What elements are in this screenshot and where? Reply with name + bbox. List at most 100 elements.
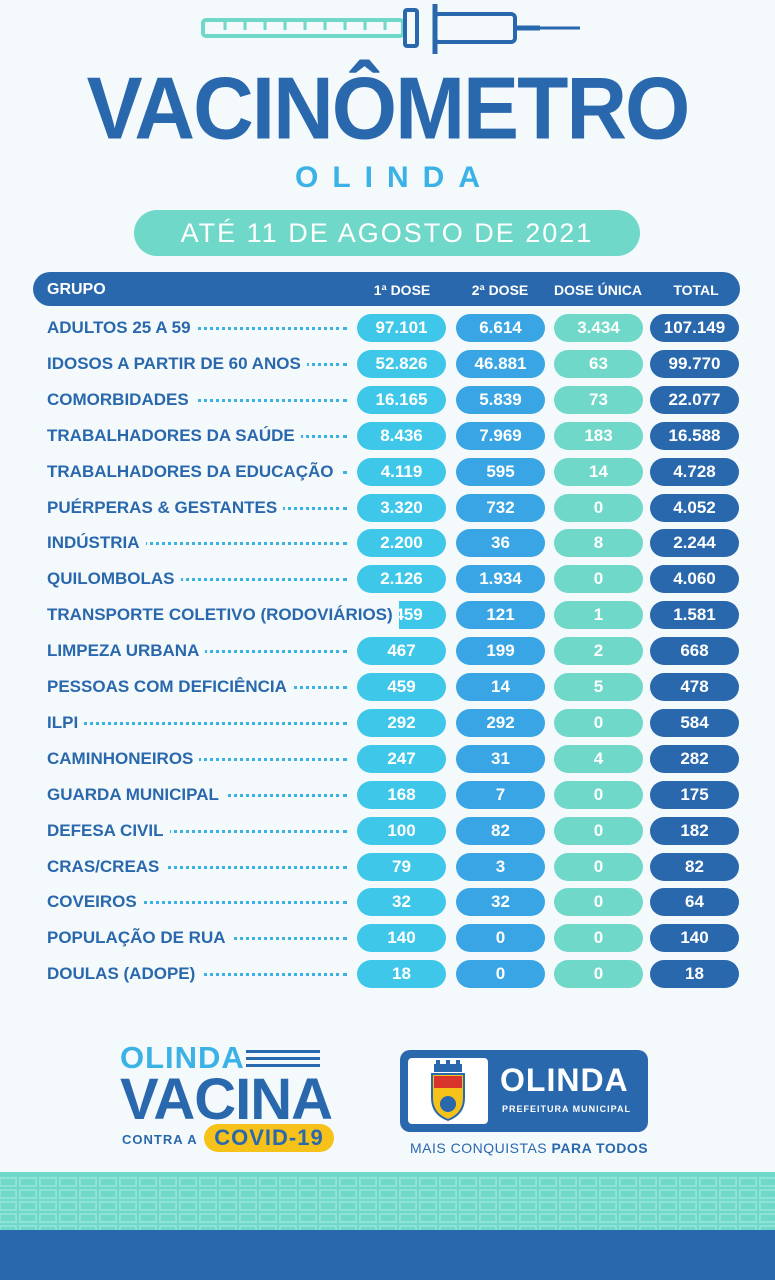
row-group-label: CRAS/CREAS	[47, 848, 166, 885]
cell-dose2: 3	[456, 852, 545, 881]
cell-dose2: 7	[456, 780, 545, 809]
cell-dose-unica: 8	[554, 529, 643, 558]
cell-total: 107.149	[650, 314, 739, 342]
cell-dose-unica: 73	[554, 385, 643, 414]
dotted-leader	[47, 542, 347, 546]
cell-total: 182	[650, 816, 739, 845]
cell-dose2: 32	[456, 888, 545, 917]
cell-dose1: 2.126	[357, 565, 446, 594]
table-row: TRABALHADORES DA EDUCAÇÃO 4.119 595 14 4.728	[0, 453, 775, 490]
cell-dose-unica: 5	[554, 673, 643, 701]
cell-dose2: 732	[456, 493, 545, 522]
cell-dose1: 52.826	[357, 349, 446, 378]
cell-dose1: 18	[357, 960, 446, 989]
cell-dose2: 292	[456, 708, 545, 737]
table-row: COMORBIDADES 16.165 5.839 73 22.077	[0, 381, 775, 418]
table-row: QUILOMBOLAS 2.126 1.934 0 4.060	[0, 561, 775, 598]
cell-dose1: 97.101	[357, 314, 446, 342]
cell-dose-unica: 1	[554, 601, 643, 630]
cell-dose1: 4.119	[357, 457, 446, 486]
prefeitura-logo-box: OLINDA PREFEITURA MUNICIPAL	[400, 1050, 648, 1132]
row-group-label: IDOSOS A PARTIR DE 60 ANOS	[47, 345, 307, 382]
cell-total: 2.244	[650, 529, 739, 558]
prefeitura-tagline: PREFEITURA MUNICIPAL	[502, 1104, 631, 1114]
footer-bar	[0, 1230, 775, 1280]
cell-dose2: 0	[456, 924, 545, 953]
column-header-group: GRUPO	[47, 281, 106, 298]
dotted-leader	[47, 327, 347, 330]
logo-stripes	[246, 1050, 320, 1067]
olinda-vacina-logo: OLINDA VACINA CONTRA A COVID-19	[120, 1040, 350, 1160]
syringe-icon	[201, 4, 580, 54]
cell-dose1: 247	[357, 744, 446, 773]
row-group-label: QUILOMBOLAS	[47, 561, 181, 598]
cell-dose2: 121	[456, 601, 545, 630]
table-row: COVEIROS 32 32 0 64	[0, 884, 775, 921]
cell-dose-unica: 0	[554, 780, 643, 809]
column-header-dose1: 1ª DOSE	[373, 282, 431, 298]
row-group-label: TRABALHADORES DA EDUCAÇÃO	[47, 453, 340, 490]
dotted-leader	[47, 398, 347, 402]
table-row: PESSOAS COM DEFICIÊNCIA 459 14 5 478	[0, 669, 775, 705]
page-title: VACINÔMETRO	[86, 58, 691, 158]
cell-dose2: 82	[456, 816, 545, 845]
cell-dose1: 32	[357, 888, 446, 917]
coat-of-arms-frame	[408, 1058, 488, 1124]
cell-dose2: 36	[456, 529, 545, 558]
cell-total: 584	[650, 708, 739, 737]
table-row: TRABALHADORES DA SAÚDE 8.436 7.969 183 16.58…	[0, 417, 775, 454]
cell-dose1: 2.200	[357, 529, 446, 558]
table-row: DOULAS (ADOPE) 18 0 0 18	[0, 956, 775, 993]
cell-dose1: 16.165	[357, 385, 446, 414]
table-row: CRAS/CREAS 79 3 0 82	[0, 848, 775, 885]
cell-dose-unica: 0	[554, 493, 643, 522]
row-group-label: POPULAÇÃO DE RUA	[47, 920, 232, 957]
row-group-label: PUÉRPERAS & GESTANTES	[47, 489, 284, 526]
cell-dose-unica: 0	[554, 565, 643, 594]
logo-olinda-text: OLINDA	[120, 1040, 245, 1075]
cell-total: 478	[650, 673, 739, 701]
slogan-bold: PARA TODOS	[551, 1140, 649, 1156]
prefeitura-logo: OLINDA PREFEITURA MUNICIPAL MAIS CONQUIS…	[400, 1050, 652, 1160]
row-group-label: TRABALHADORES DA SAÚDE	[47, 417, 301, 454]
cell-total: 1.581	[650, 601, 739, 630]
cell-total: 175	[650, 780, 739, 809]
cell-total: 282	[650, 744, 739, 773]
cell-dose-unica: 0	[554, 888, 643, 917]
footer-pattern	[0, 1172, 775, 1230]
row-group-label: DEFESA CIVIL	[47, 812, 170, 849]
table-row: PUÉRPERAS & GESTANTES 3.320 732 0 4.052	[0, 489, 775, 526]
row-group-label: ILPI	[47, 704, 85, 741]
cell-dose1: 79	[357, 852, 446, 881]
logo-contra-text: CONTRA A	[122, 1132, 198, 1147]
table-row: IDOSOS A PARTIR DE 60 ANOS 52.826 46.881 63…	[0, 345, 775, 382]
cell-dose-unica: 2	[554, 637, 643, 666]
row-group-label: CAMINHONEIROS	[47, 740, 200, 777]
column-header-total: TOTAL	[673, 282, 719, 298]
cell-dose1: 3.320	[357, 493, 446, 522]
cell-dose2: 46.881	[456, 349, 545, 378]
slogan-regular: MAIS CONQUISTAS	[410, 1140, 552, 1156]
cell-dose1: 8.436	[357, 421, 446, 450]
date-badge: ATÉ 11 DE AGOSTO DE 2021	[134, 210, 640, 256]
cell-dose-unica: 0	[554, 960, 643, 989]
cell-total: 16.588	[650, 421, 739, 450]
table-row: INDÚSTRIA 2.200 36 8 2.244	[0, 525, 775, 562]
cell-dose-unica: 183	[554, 421, 643, 450]
dotted-leader	[47, 829, 347, 833]
cell-total: 22.077	[650, 385, 739, 414]
table-row: CAMINHONEIROS 247 31 4 282	[0, 740, 775, 777]
column-header-dose2: 2ª DOSE	[471, 282, 529, 298]
row-group-label: GUARDA MUNICIPAL	[47, 776, 225, 813]
cell-dose-unica: 4	[554, 744, 643, 773]
cell-dose2: 199	[456, 637, 545, 666]
table-row: ILPI 292 292 0 584	[0, 704, 775, 741]
table-row: LIMPEZA URBANA 467 199 2 668	[0, 633, 775, 670]
row-group-label: DOULAS (ADOPE)	[47, 956, 202, 993]
slogan: MAIS CONQUISTAS PARA TODOS	[410, 1140, 648, 1156]
table-row: GUARDA MUNICIPAL 168 7 0 175	[0, 776, 775, 813]
cell-total: 18	[650, 960, 739, 989]
cell-total: 99.770	[650, 349, 739, 378]
row-group-label: TRANSPORTE COLETIVO (RODOVIÁRIOS)	[47, 597, 399, 634]
column-header-dose-unica: DOSE ÚNICA	[554, 282, 642, 298]
